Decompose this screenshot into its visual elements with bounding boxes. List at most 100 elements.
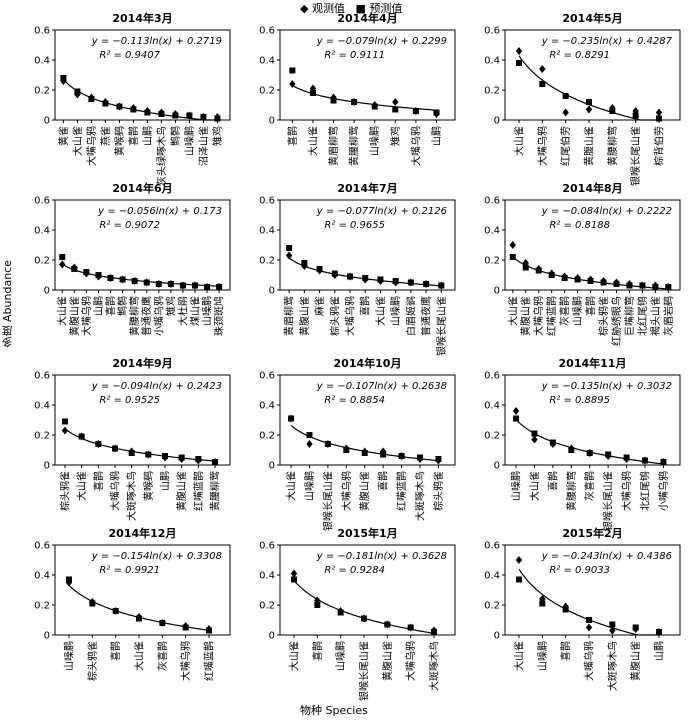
y-tick-label: 0 (494, 286, 500, 297)
y-tick-label: 0.2 (34, 86, 50, 97)
y-tick-label: 0.4 (484, 571, 500, 582)
observed-point (143, 278, 150, 287)
category-label: 大山雀 (285, 471, 298, 501)
trend-curve (515, 419, 664, 465)
observed-point (371, 101, 378, 109)
predicted-point (306, 432, 313, 438)
observed-point (515, 556, 523, 564)
observed-point (522, 259, 529, 267)
observed-diamond-icon: ◆ (300, 2, 309, 15)
r2-label: R² = 0.9284 (324, 565, 385, 576)
category-label: 黄雀 (57, 126, 70, 146)
observed-point (83, 269, 90, 278)
category-label: 燕雀 (100, 126, 112, 146)
category-label: 喜鹊 (359, 296, 372, 316)
panel-title: 2014年5月 (562, 11, 622, 25)
observed-point (609, 104, 616, 112)
observed-point (155, 280, 162, 288)
observed-point (214, 113, 221, 121)
category-label: 银喉长尾山雀 (629, 126, 642, 186)
category-label: 灰喜鹊 (156, 641, 169, 671)
category-label: 喜鹊 (559, 641, 572, 661)
y-tick-label: 0.6 (259, 371, 275, 382)
category-label: 麻雀 (313, 296, 326, 316)
category-label: 棕头鸦雀 (86, 641, 99, 681)
category-label: 棕头鸦雀 (432, 471, 445, 511)
observed-point (111, 444, 119, 453)
category-label: 红嘴蓝鹊 (203, 641, 216, 681)
observed-point (362, 275, 369, 284)
predicted-point (509, 254, 516, 260)
category-label: 白眉姬鹟 (404, 296, 417, 336)
category-label: 灰喜鹊 (583, 471, 596, 501)
category-label: 山噪鹛 (510, 471, 523, 501)
category-label: 黄腰柳莺 (348, 126, 361, 166)
y-tick-label: 0.4 (34, 401, 50, 412)
category-label: 大山雀 (513, 126, 526, 156)
category-label: 山噪鹛 (303, 471, 316, 501)
panel-title: 2015年2月 (562, 526, 622, 540)
observed-point (361, 447, 368, 456)
category-label: 喜鹊 (109, 641, 122, 661)
plot-frame (504, 374, 681, 466)
panel-title: 2014年10月 (334, 356, 402, 370)
observed-point (392, 98, 399, 106)
legend: ◆ 观测值 ■ 预测值 (300, 0, 402, 16)
observed-point (179, 281, 187, 290)
category-label: 大嘴乌鸦 (85, 126, 98, 166)
y-tick-label: 0.2 (484, 256, 500, 267)
observed-point (107, 274, 114, 282)
observed-point (285, 251, 293, 260)
category-label: 大嘴乌鸦 (344, 296, 357, 336)
observed-point (512, 407, 520, 415)
y-tick-label: 0.6 (484, 371, 500, 382)
y-tick-label: 0.4 (484, 401, 500, 412)
y-axis-label: 多度 Abundance (1, 260, 14, 348)
category-label: 喜鹊 (546, 471, 559, 491)
observed-point (211, 458, 219, 466)
observed-point (655, 628, 663, 636)
plot-frame (504, 29, 681, 121)
legend-observed-label: 观测值 (311, 2, 345, 15)
observed-point (641, 456, 649, 465)
observed-point (178, 455, 185, 463)
plot-frame (54, 544, 231, 636)
observed-point (200, 113, 207, 121)
observed-point (128, 447, 135, 456)
y-tick-label: 0.2 (34, 256, 50, 267)
observed-point (314, 596, 321, 605)
chart-panel: 2014年11月 0 0.2 0.4 0.6 y = −0.135ln(x) + 0.30… (484, 356, 681, 531)
observed-point (531, 435, 538, 444)
category-label: 大嘴乌鸦 (532, 296, 545, 336)
observed-point (89, 598, 96, 606)
y-tick-label: 0.4 (484, 226, 500, 237)
observed-point (167, 280, 175, 288)
observed-point (377, 277, 384, 285)
y-tick-label: 0 (44, 116, 50, 127)
chart-panel: 2015年1月 0 0.2 0.4 0.6 y = −0.181ln(x) + 0.362… (259, 526, 456, 701)
category-label: 喜鹊 (127, 126, 140, 146)
category-label: 红胁绣眼鸟 (610, 296, 623, 346)
predicted-point (286, 245, 293, 251)
y-tick-label: 0.2 (259, 86, 275, 97)
r2-label: R² = 0.8854 (324, 395, 385, 406)
category-label: 山鹛 (92, 296, 105, 316)
y-tick-label: 0 (269, 116, 275, 127)
y-tick-label: 0 (269, 631, 275, 642)
observed-point (116, 102, 123, 111)
observed-point (301, 262, 308, 270)
y-tick-label: 0 (494, 116, 500, 127)
trend-curve (64, 428, 216, 462)
category-label: 煤山雀 (189, 296, 202, 326)
observed-point (609, 626, 616, 635)
panel-title: 2014年7月 (337, 181, 397, 195)
category-label: 大嘴乌鸦 (409, 126, 422, 166)
equation-label: y = −0.154ln(x) + 0.3308 (91, 551, 222, 562)
observed-point (561, 272, 568, 281)
plot-frame (504, 544, 681, 636)
y-tick-label: 0.6 (34, 26, 50, 37)
r2-label: R² = 0.9921 (99, 565, 160, 576)
observed-point (215, 283, 223, 291)
y-tick-label: 0.6 (259, 541, 275, 552)
observed-point (515, 47, 523, 55)
